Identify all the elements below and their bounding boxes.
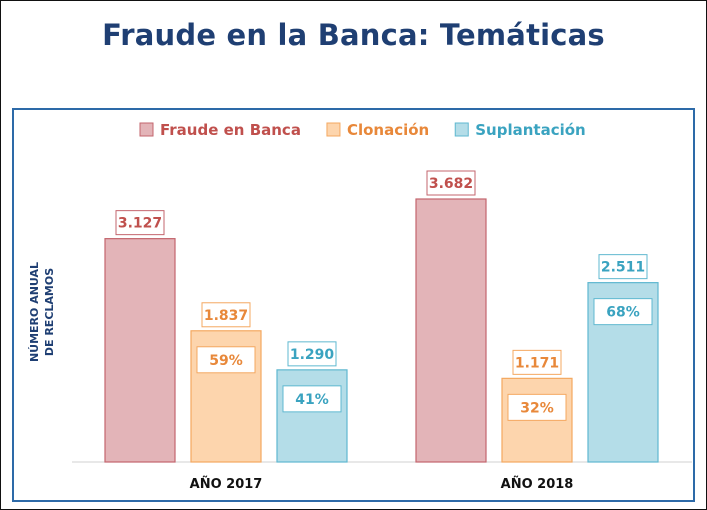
value-label-2-0: 1.290	[290, 347, 335, 363]
category-label-1: AÑO 2018	[501, 476, 574, 492]
y-axis-label-line-1: DE RECLAMOS	[43, 268, 56, 356]
percent-label-1-0: 59%	[209, 353, 243, 369]
value-label-box-2-1	[598, 254, 648, 280]
bar-0-1	[415, 198, 487, 463]
value-label-2-1: 2.511	[601, 260, 645, 276]
value-label-0-1: 3.682	[429, 176, 473, 192]
value-label-box-0-1	[426, 170, 476, 196]
percent-label-1-1: 32%	[520, 400, 554, 416]
percent-label-2-1: 68%	[606, 305, 640, 321]
percent-label-box-2-1	[593, 298, 653, 326]
legend-label-2: Suplantación	[475, 121, 585, 139]
percent-label-box-1-0	[196, 346, 256, 374]
value-label-1-1: 1.171	[515, 355, 559, 371]
category-label-0: AÑO 2017	[190, 476, 263, 492]
percent-label-2-0: 41%	[295, 392, 329, 408]
legend-swatch-2	[454, 122, 469, 137]
value-label-1-0: 1.837	[204, 308, 248, 324]
chart-title: Fraude en la Banca: Temáticas	[102, 18, 605, 52]
percent-label-box-1-1	[507, 393, 567, 421]
legend-label-0: Fraude en Banca	[160, 121, 301, 139]
value-label-box-0-0	[115, 210, 165, 236]
y-axis-label: NÚMERO ANUAL DE RECLAMOS	[28, 262, 56, 362]
legend-swatch-1	[326, 122, 341, 137]
legend-label-1: Clonación	[347, 121, 429, 139]
legend-swatch-0	[139, 122, 154, 137]
value-label-box-1-1	[512, 349, 562, 375]
value-label-box-1-0	[201, 302, 251, 328]
value-label-box-2-0	[287, 341, 337, 367]
percent-label-box-2-0	[282, 385, 342, 413]
bar-2-0	[276, 369, 348, 463]
y-axis-label-line-0: NÚMERO ANUAL	[28, 262, 41, 362]
value-label-0-0: 3.127	[118, 216, 162, 232]
bar-0-0	[104, 238, 176, 463]
